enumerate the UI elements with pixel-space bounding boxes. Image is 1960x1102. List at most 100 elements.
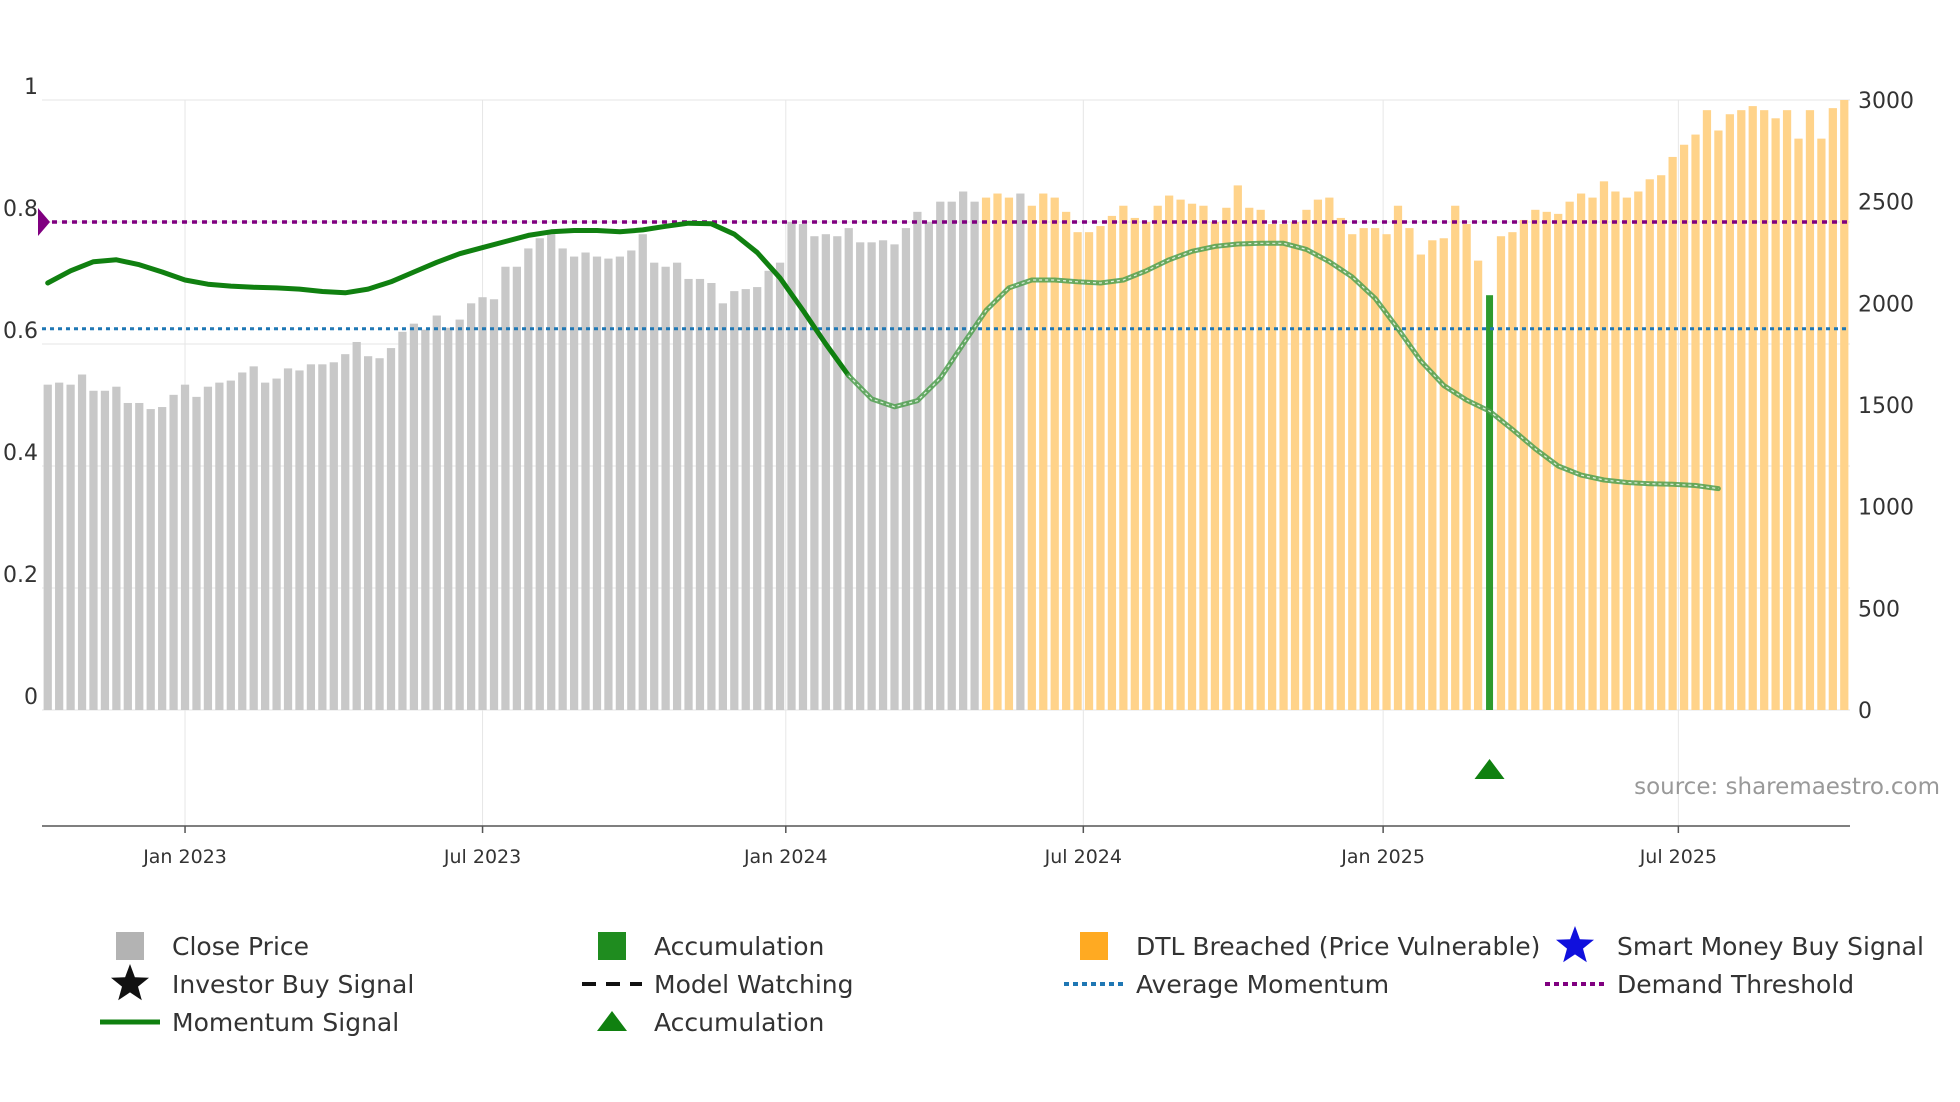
close-price-bar [180,384,190,710]
dtl-breached-bar [1222,207,1231,710]
close-price-bar [203,386,213,710]
dtl-breached-bar [1622,197,1631,711]
legend-swatch [598,932,626,960]
legend-item: Model Watching [582,970,854,999]
dtl-breached-bar [1691,134,1700,711]
close-price-bar [1016,193,1025,711]
legend-label: Momentum Signal [172,1008,399,1037]
dtl-breached-bar [1462,224,1471,711]
dtl-breached-bar [1348,234,1357,710]
dtl-breached-bar [1233,185,1242,710]
x-tick-label: Jul 2024 [1044,846,1122,868]
close-price-bar [386,348,396,710]
dtl-breached-bar [1782,110,1792,710]
dtl-breached-bar [1599,181,1609,711]
dtl-breached-bar [1382,234,1391,710]
close-price-bar [764,270,773,710]
dtl-breached-bar [1737,110,1746,710]
dtl-breached-bar [1714,130,1723,710]
close-price-bar [524,248,533,710]
legend-item: Accumulation [597,1008,824,1037]
close-price-bar [924,222,933,710]
close-price-bar [501,266,510,710]
accumulation-bar [1486,295,1494,710]
close-price-bar [77,374,87,710]
dtl-breached-bar [1336,217,1345,710]
close-price-bar [890,244,899,710]
close-price-bar [226,380,235,710]
legend-label: Demand Threshold [1617,970,1854,999]
dtl-breached-bar [1062,211,1071,711]
legend-label: Average Momentum [1136,970,1389,999]
y-left-tick-label: 0.6 [3,319,38,344]
dtl-breached-bar [1107,215,1117,710]
dtl-breached-bar [1290,222,1300,710]
close-price-bar [558,248,567,710]
close-price-bar [718,303,727,710]
dtl-breached-bar [1794,138,1803,711]
dtl-breached-bar [1634,191,1643,710]
dtl-breached-bar [1187,203,1197,710]
close-price-bar [158,407,167,710]
close-price-bar [318,364,327,710]
legend-item: Demand Threshold [1545,970,1854,999]
dtl-breached-bar [993,193,1002,711]
dtl-breached-bar [1256,209,1265,711]
dtl-breached-bar [1119,205,1128,710]
close-price-bar [569,256,579,710]
dtl-breached-bar [1565,201,1574,710]
dtl-breached-bar [1153,205,1162,710]
close-price-bar [638,234,647,710]
source-credit: source: sharemaestro.com [1634,774,1940,800]
dtl-breached-bar [1817,138,1826,711]
dtl-breached-bar [1611,191,1620,710]
legend-item: Accumulation [598,932,824,961]
close-price-bar [741,289,750,710]
close-price-bar [43,384,52,710]
dtl-breached-bar [1176,199,1185,710]
y-right-tick-label: 1000 [1858,496,1914,521]
legend-item: Smart Money Buy Signal [1556,926,1924,963]
close-price-bar [604,258,613,710]
dtl-breached-bar [1325,197,1334,711]
close-price-bar [272,378,281,710]
dtl-breached-bar [1679,144,1689,710]
dtl-breached-bar [1245,207,1254,710]
dtl-breached-bar [1428,240,1437,711]
dtl-breached-bar [1370,228,1380,710]
star-icon [1556,926,1594,963]
legend-label: Accumulation [654,932,824,961]
dtl-breached-bar [1451,205,1460,710]
dtl-breached-bar [1576,193,1586,711]
dtl-breached-bar [1828,108,1837,711]
close-price-bar [615,256,624,710]
close-price-bar [970,201,979,710]
demand-threshold-marker [38,208,50,236]
close-price-bar [672,262,682,710]
close-price-bar [192,396,201,710]
close-price-bar [856,242,865,711]
reference-lines [38,208,1850,331]
legend-swatch [116,932,144,960]
y-right-tick-label: 0 [1858,699,1872,724]
close-price-bar [627,250,636,710]
dtl-breached-bar [1748,106,1757,711]
legend-label: Smart Money Buy Signal [1617,932,1924,961]
close-price-bar [936,201,945,710]
momentum-series [45,220,1721,492]
axes [42,825,1850,833]
dtl-breached-bar [1840,100,1849,710]
dtl-breached-bar [1702,110,1712,710]
dtl-breached-bar [1473,260,1483,710]
momentum-watching-dash [848,242,1719,490]
legend-item: Momentum Signal [100,1008,399,1037]
close-price-bar [959,191,968,710]
close-price-bar [398,331,407,710]
legend-label: Model Watching [654,970,854,999]
legend-label: Accumulation [654,1008,824,1037]
close-price-bar [89,390,98,710]
dtl-breached-bar [1130,217,1139,710]
dtl-breached-bar [1279,224,1288,711]
dtl-breached-bar [1496,236,1506,710]
close-price-bar [844,228,853,710]
